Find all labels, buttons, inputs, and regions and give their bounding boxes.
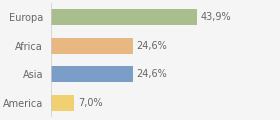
- Bar: [51, 66, 133, 82]
- Text: 24,6%: 24,6%: [137, 41, 167, 51]
- Text: 24,6%: 24,6%: [137, 69, 167, 79]
- Bar: [51, 38, 133, 54]
- Bar: [51, 9, 197, 25]
- Bar: [51, 95, 74, 111]
- Text: 43,9%: 43,9%: [201, 12, 232, 22]
- Text: 7,0%: 7,0%: [78, 98, 102, 108]
